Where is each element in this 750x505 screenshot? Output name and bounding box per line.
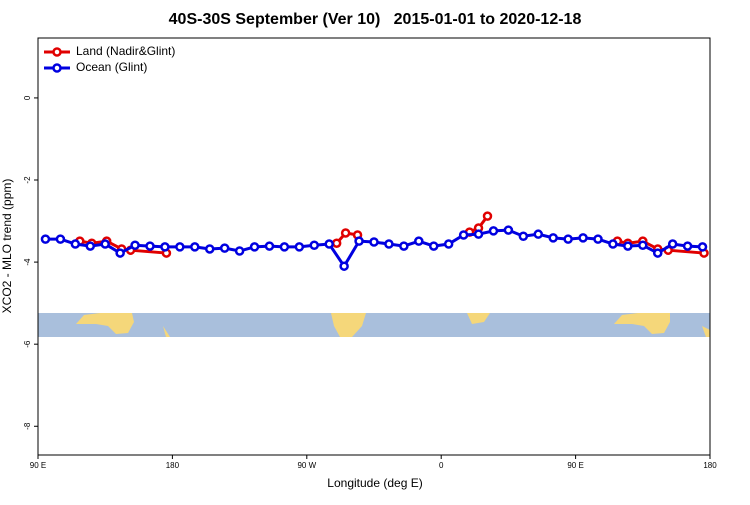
x-tick-label: 180 (166, 461, 180, 470)
point (55, 234, 66, 244)
y-tick-label: 0 (23, 95, 32, 100)
point (294, 242, 305, 252)
point (428, 241, 439, 251)
map-band (38, 313, 710, 337)
point (652, 248, 663, 258)
x-tick-label: 90 W (297, 461, 316, 470)
x-tick-label: 90 E (567, 461, 583, 470)
point (145, 241, 155, 251)
point (100, 239, 110, 249)
point (160, 242, 170, 252)
point (578, 233, 588, 243)
land-shape (614, 313, 670, 334)
point (667, 239, 678, 249)
point (682, 241, 693, 251)
point (369, 237, 379, 247)
legend-label: Land (Nadir&Glint) (76, 44, 175, 58)
point (340, 228, 351, 238)
point (548, 233, 558, 243)
y-axis-label: XCO2 - MLO trend (ppm) (0, 179, 14, 314)
point (175, 242, 185, 252)
point (697, 242, 708, 252)
point (219, 243, 230, 253)
point (324, 239, 334, 249)
y-tick-label: -8 (23, 422, 32, 430)
point (190, 242, 200, 252)
land-shape (702, 326, 710, 337)
legend-marker (52, 63, 62, 73)
land-shape (163, 326, 170, 337)
plot-frame (37, 37, 711, 456)
land-shape (467, 313, 490, 324)
point (638, 240, 648, 251)
point (399, 241, 409, 251)
y-tick-label: -4 (23, 258, 32, 266)
point (563, 234, 573, 244)
land-shape (76, 313, 134, 334)
point (115, 248, 125, 258)
point (414, 236, 424, 246)
x-tick-label: 180 (703, 461, 717, 470)
x-tick-label: 90 E (30, 461, 46, 470)
point (339, 261, 349, 271)
point (503, 225, 514, 235)
point (234, 246, 245, 256)
x-tick-label: 0 (439, 461, 444, 470)
point (533, 229, 544, 239)
point (384, 239, 394, 249)
point (130, 240, 140, 251)
point (518, 231, 529, 241)
point (40, 234, 51, 244)
point (488, 226, 499, 236)
legend-label: Ocean (Glint) (76, 60, 147, 74)
point (309, 240, 320, 251)
point (70, 239, 81, 249)
point (482, 211, 493, 221)
y-tick-label: -6 (23, 340, 32, 348)
point (443, 239, 454, 249)
point (85, 241, 96, 251)
point (249, 242, 260, 252)
point (593, 234, 603, 244)
chart-title: 40S-30S September (Ver 10) 2015-01-01 to… (169, 11, 582, 28)
land-shape (331, 313, 366, 337)
legend-marker (52, 47, 62, 57)
point (204, 244, 215, 254)
point (608, 239, 618, 249)
point (473, 229, 484, 239)
point (458, 230, 469, 240)
ocean-band (38, 313, 710, 337)
point (279, 242, 290, 252)
point (623, 241, 633, 251)
y-tick-label: -2 (23, 176, 32, 184)
point (331, 238, 342, 248)
point (354, 236, 364, 246)
point (264, 241, 275, 251)
x-axis-label: Longitude (deg E) (327, 476, 422, 490)
